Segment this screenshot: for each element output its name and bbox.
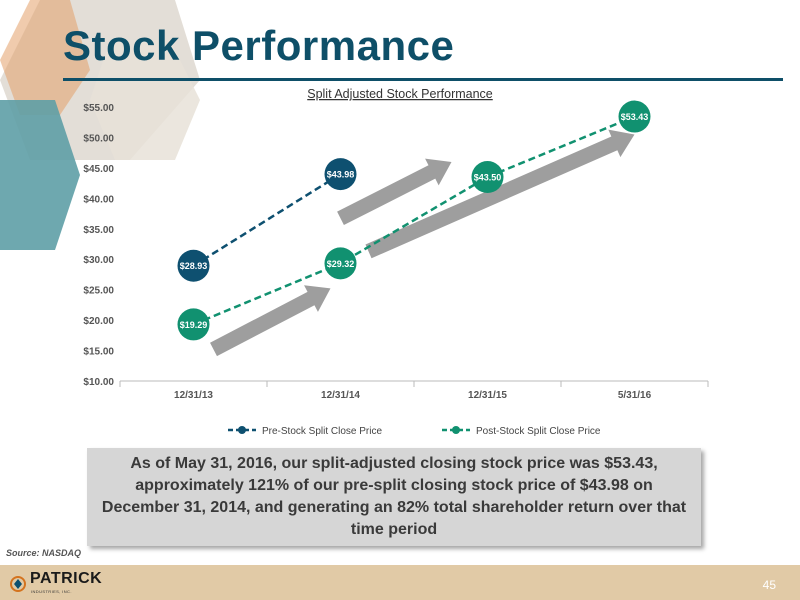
data-label: $53.43 xyxy=(621,112,649,122)
x-tick-label: 12/31/14 xyxy=(321,390,360,401)
page-title: Stock Performance xyxy=(63,22,455,69)
data-label: $19.29 xyxy=(180,320,208,330)
chart-legend: Pre-Stock Split Close Price Post-Stock Sp… xyxy=(228,426,601,437)
data-label: $29.32 xyxy=(327,259,355,269)
data-label: $43.50 xyxy=(474,173,502,183)
data-point xyxy=(177,308,210,341)
summary-callout: As of May 31, 2016, our split-adjusted c… xyxy=(87,448,701,546)
data-point xyxy=(177,249,210,282)
y-tick-label: $15.00 xyxy=(83,347,114,358)
x-tick-label: 12/31/15 xyxy=(468,390,507,401)
data-point xyxy=(618,100,651,133)
tsr-arrow xyxy=(337,158,452,226)
legend-swatch-marker xyxy=(238,426,246,434)
data-label: $43.98 xyxy=(327,170,355,180)
legend-label: Post-Stock Split Close Price xyxy=(476,426,601,437)
logo-wordmark: PATRICK xyxy=(30,570,103,587)
patrick-logo-icon xyxy=(10,576,26,592)
tsr-arrow xyxy=(365,129,635,259)
data-point xyxy=(324,158,357,191)
tsr-arrow xyxy=(210,285,331,357)
data-label: $28.93 xyxy=(180,261,208,271)
title-divider xyxy=(63,78,783,81)
decorative-hexagons xyxy=(0,0,200,250)
legend-label: Pre-Stock Split Close Price xyxy=(262,426,382,437)
logo-subtext: INDUSTRIES, INC. xyxy=(31,589,72,594)
legend-swatch-marker xyxy=(452,426,460,434)
y-tick-label: $55.00 xyxy=(83,103,114,114)
data-point xyxy=(324,247,357,280)
x-tick-label: 12/31/13 xyxy=(174,390,213,401)
y-tick-label: $25.00 xyxy=(83,286,114,297)
y-tick-label: $45.00 xyxy=(83,164,114,175)
series-line-1 xyxy=(192,173,342,267)
data-point xyxy=(471,161,504,194)
y-tick-label: $30.00 xyxy=(83,255,114,266)
page-number: 45 xyxy=(762,578,776,592)
y-tick-label: $50.00 xyxy=(83,133,114,144)
stock-performance-chart: Split Adjusted Stock Performance $10.00$… xyxy=(83,87,709,437)
chart-axes: $10.00 $15.00 $20.00 $25.00 $30.00 $35.00 $40.… xyxy=(83,103,709,401)
y-tick-label: $20.00 xyxy=(83,316,114,327)
source-note: Source: NASDAQ xyxy=(6,548,82,558)
y-tick-label: $40.00 xyxy=(83,194,114,205)
x-tick-label: 5/31/16 xyxy=(618,390,652,401)
chart-title: Split Adjusted Stock Performance xyxy=(307,87,493,101)
data-points: $28.93 $43.98 $19.29 $29.32 $43.50 $53.43 xyxy=(177,100,651,341)
summary-text: As of May 31, 2016, our split-adjusted c… xyxy=(101,455,687,538)
footer-bar xyxy=(0,565,800,600)
y-tick-label: $35.00 xyxy=(83,225,114,236)
series-line-2 xyxy=(193,115,635,326)
y-tick-label: $10.00 xyxy=(83,377,114,388)
series-lines xyxy=(192,115,635,326)
